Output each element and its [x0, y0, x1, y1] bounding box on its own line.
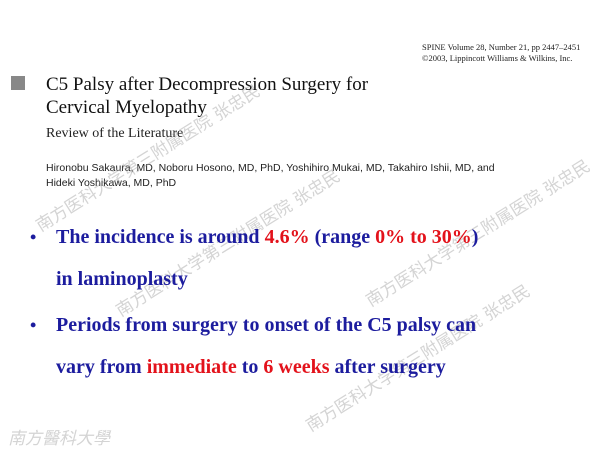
- text-segment: vary from: [56, 356, 147, 378]
- authors: Hideki Yoshikawa, MD, PhD: [46, 177, 177, 189]
- bullet-line: Periods from surgery to onset of the C5 …: [56, 314, 476, 337]
- paper-title: C5 Palsy after Decompression Surgery for: [46, 74, 369, 95]
- text-segment: 0% to 30%: [375, 226, 472, 248]
- bullet-dot: •: [30, 315, 37, 335]
- authors: Hironobu Sakaura, MD, Noboru Hosono, MD,…: [46, 162, 495, 174]
- text-segment: 4.6%: [264, 226, 310, 248]
- text-segment: after surgery: [329, 356, 446, 378]
- text-segment: The incidence is around: [56, 226, 265, 248]
- text-segment: 6 weeks: [263, 356, 330, 378]
- text-segment: immediate: [146, 356, 237, 378]
- text-segment: to: [236, 356, 264, 378]
- bullet-line: vary from immediate to 6 weeks after sur…: [56, 356, 446, 379]
- text-segment: Periods from surgery to onset of the C5 …: [56, 314, 477, 336]
- logo: 南方醫科大學: [8, 429, 110, 449]
- text-segment: ): [471, 226, 479, 248]
- text-segment: in laminoplasty: [56, 268, 188, 290]
- bullet-line: in laminoplasty: [56, 268, 188, 291]
- paper-subtitle: Review of the Literature: [46, 126, 184, 141]
- title-marker: [11, 76, 25, 90]
- copyright: ©2003, Lippincott Williams & Wilkins, In…: [422, 53, 573, 63]
- paper-title: Cervical Myelopathy: [46, 97, 207, 118]
- journal-info: SPINE Volume 28, Number 21, pp 2447–2451: [422, 42, 581, 52]
- text-segment: (range: [309, 226, 376, 248]
- bullet-line: The incidence is around 4.6% (range 0% t…: [56, 226, 478, 249]
- bullet-dot: •: [30, 227, 37, 247]
